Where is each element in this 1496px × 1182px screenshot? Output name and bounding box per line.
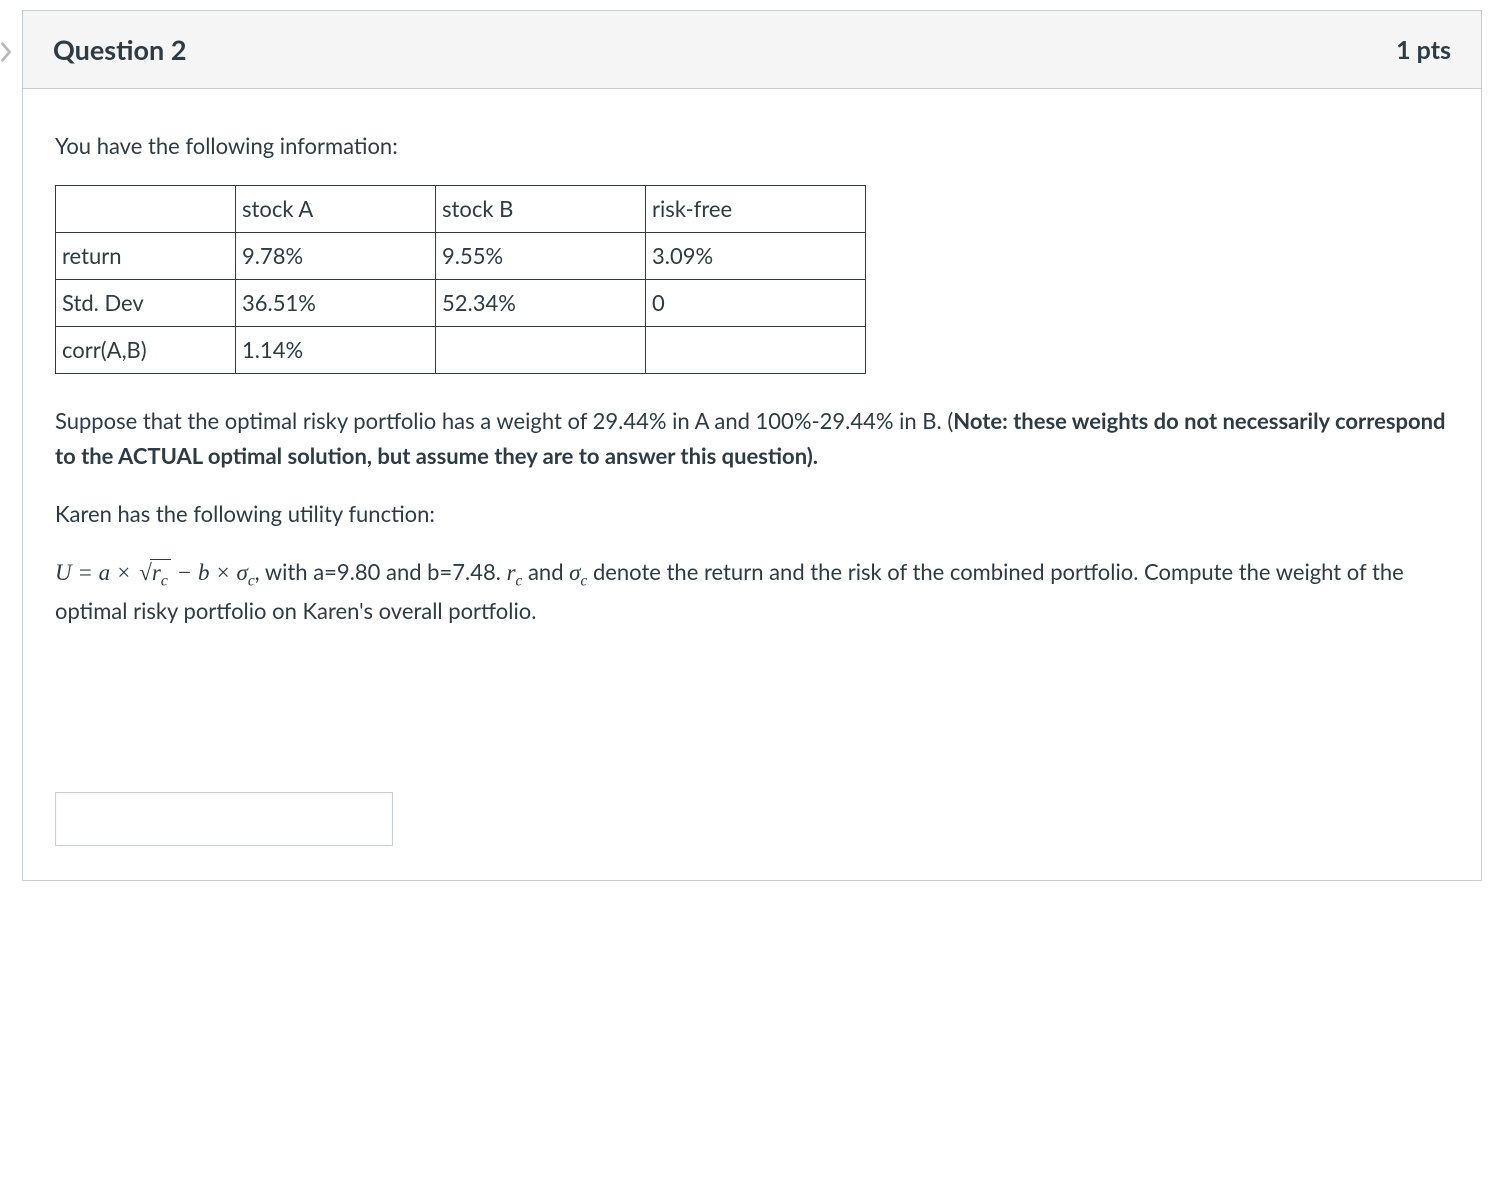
table-cell: corr(A,B) [56, 327, 236, 374]
var-U: U [55, 560, 72, 585]
sub-c: c [248, 572, 255, 589]
var-sigma: σ [569, 560, 580, 585]
question-body: You have the following information: stoc… [23, 89, 1481, 880]
var-a: a [99, 560, 111, 585]
table-cell: 1.14% [236, 327, 436, 374]
paragraph-utility-intro: Karen has the following utility function… [55, 497, 1449, 531]
table-cell: 36.51% [236, 280, 436, 327]
text-and: and [522, 558, 569, 585]
comma: , [255, 558, 265, 585]
op-times: × [209, 560, 236, 585]
question-points: 1 pts [1396, 35, 1451, 65]
table-cell: stock A [236, 186, 436, 233]
var-r: r [507, 560, 516, 585]
op-eq: = [72, 560, 99, 585]
text-after: with a=9.80 and b=7.48. [265, 558, 507, 585]
data-table: stock A stock B risk-free return 9.78% 9… [55, 185, 866, 374]
paragraph-weights: Suppose that the optimal risky portfolio… [55, 404, 1449, 472]
table-row: return 9.78% 9.55% 3.09% [56, 233, 866, 280]
question-title: Question 2 [53, 33, 187, 66]
table-cell: risk-free [646, 186, 866, 233]
table-cell: 9.78% [236, 233, 436, 280]
table-cell: 9.55% [436, 233, 646, 280]
op-minus: − [171, 560, 198, 585]
sub-c: c [161, 572, 168, 589]
table-row: stock A stock B risk-free [56, 186, 866, 233]
intro-text: You have the following information: [55, 129, 1449, 163]
table-row: Std. Dev 36.51% 52.34% 0 [56, 280, 866, 327]
op-times: × [110, 560, 137, 585]
table-cell [436, 327, 646, 374]
table-cell [646, 327, 866, 374]
table-cell: 0 [646, 280, 866, 327]
sqrt-expr: √rc [137, 555, 171, 595]
var-b: b [198, 560, 210, 585]
table-cell: return [56, 233, 236, 280]
table-cell: stock B [436, 186, 646, 233]
question-header: Question 2 1 pts [23, 11, 1481, 89]
var-r: r [152, 560, 161, 585]
table-cell: 3.09% [646, 233, 866, 280]
answer-input[interactable] [55, 792, 393, 846]
table-cell: Std. Dev [56, 280, 236, 327]
expand-chevron-icon[interactable] [0, 42, 14, 64]
table-cell [56, 186, 236, 233]
formula-line: U = a × √rc − b × σc, with a=9.80 and b=… [55, 555, 1449, 629]
table-row: corr(A,B) 1.14% [56, 327, 866, 374]
table-cell: 52.34% [436, 280, 646, 327]
text: Suppose that the optimal risky portfolio… [55, 407, 953, 434]
var-sigma: σ [236, 560, 247, 585]
question-card: Question 2 1 pts You have the following … [22, 10, 1482, 881]
